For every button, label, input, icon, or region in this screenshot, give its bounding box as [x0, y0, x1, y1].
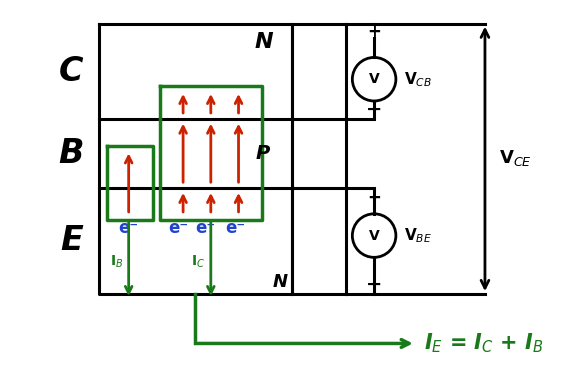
Text: e⁻: e⁻ [195, 219, 215, 237]
Text: +: + [367, 23, 381, 41]
Text: N: N [255, 32, 274, 52]
Text: V$_{CB}$: V$_{CB}$ [404, 70, 432, 88]
Text: C: C [59, 55, 83, 88]
Text: V$_{CE}$: V$_{CE}$ [499, 149, 532, 169]
Text: B: B [59, 137, 84, 170]
Text: e⁻: e⁻ [168, 219, 188, 237]
Text: P: P [255, 144, 269, 163]
Circle shape [352, 57, 396, 101]
Circle shape [352, 214, 396, 257]
Text: +: + [367, 189, 381, 207]
Text: E: E [60, 224, 83, 257]
Text: I$_B$: I$_B$ [110, 253, 123, 269]
Text: I$_C$: I$_C$ [191, 253, 205, 269]
Text: −: − [366, 274, 382, 294]
Text: N: N [273, 273, 288, 291]
Text: V: V [369, 229, 379, 242]
Text: V: V [369, 72, 379, 86]
Text: −: − [366, 99, 382, 118]
Text: e⁻: e⁻ [226, 219, 246, 237]
Text: V$_{BE}$: V$_{BE}$ [404, 226, 432, 245]
Text: I$_E$ = I$_C$ + I$_B$: I$_E$ = I$_C$ + I$_B$ [424, 332, 544, 355]
Text: e⁻: e⁻ [119, 219, 139, 237]
